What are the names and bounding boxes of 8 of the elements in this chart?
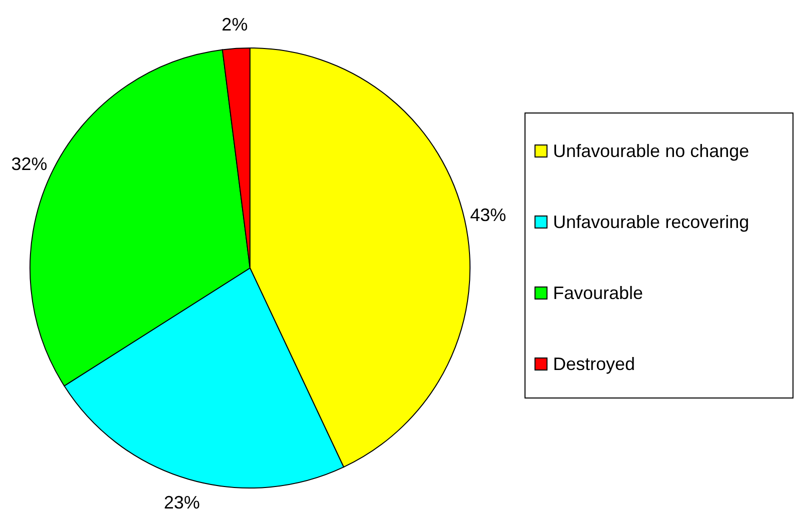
data-label: 32% [11,154,48,174]
legend-label: Destroyed [553,354,636,374]
legend-label: Favourable [553,283,644,303]
data-label: 2% [222,14,248,34]
data-label: 43% [470,204,506,225]
legend-label: Unfavourable no change [553,141,750,161]
legend-label: Unfavourable recovering [553,212,750,232]
data-label: 23% [164,492,200,512]
